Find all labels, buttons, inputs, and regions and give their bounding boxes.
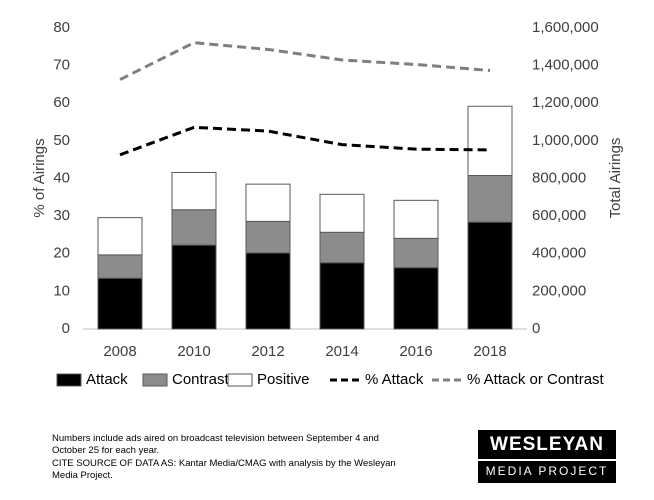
y-tick-label: 80 [53, 19, 70, 36]
legend-label: Positive [257, 371, 310, 388]
logo: WESLEYAN MEDIA PROJECT [478, 430, 616, 483]
bar-segment [467, 221, 513, 330]
y-tick-label: 70 [53, 57, 70, 74]
bar-segment [393, 199, 439, 239]
legend-label: Attack [86, 371, 128, 388]
y-tick-label: 0 [62, 320, 70, 337]
bar-segment [319, 262, 365, 330]
y-tick-label: 50 [53, 132, 70, 149]
bar-segment [97, 277, 143, 330]
y2-tick-label: 0 [532, 320, 540, 337]
bar-segment [319, 231, 365, 264]
x-tick-label: 2008 [103, 343, 136, 360]
bar-segment [245, 220, 291, 254]
y2-tick-label: 1,000,000 [532, 132, 599, 149]
y2-tick-label: 600,000 [532, 207, 586, 224]
legend-swatch [56, 373, 82, 387]
bar-segment [319, 193, 365, 233]
line-series [119, 41, 491, 81]
x-tick-label: 2010 [177, 343, 210, 360]
legend-label: % Attack or Contrast [467, 371, 605, 388]
legend-label: Contrast [172, 371, 230, 388]
bar-segment [97, 217, 143, 256]
logo-bottom: MEDIA PROJECT [486, 464, 609, 478]
legend-swatch [142, 373, 168, 387]
y2-axis-title: Total Airings [607, 138, 624, 219]
logo-bottom-box [478, 461, 616, 483]
bar-segment [97, 254, 143, 279]
footnote: Numbers include ads aired on broadcast t… [52, 433, 396, 481]
footnote-line: October 25 for each year. [52, 445, 159, 456]
logo-top: WESLEYAN [490, 434, 604, 455]
bar-segment [467, 105, 513, 176]
footnote-line: CITE SOURCE OF DATA AS: Kantar Media/CMA… [52, 458, 396, 469]
bar-segment [171, 209, 217, 246]
logo-top-box [478, 430, 616, 459]
y-tick-label: 20 [53, 245, 70, 262]
y-axis-title: % of Airings [31, 138, 48, 217]
x-tick-label: 2014 [325, 343, 358, 360]
x-tick-label: 2018 [473, 343, 506, 360]
legend-label: % Attack [365, 371, 424, 388]
y-tick-label: 60 [53, 94, 70, 111]
y2-tick-label: 1,400,000 [532, 57, 599, 74]
y2-tick-label: 800,000 [532, 169, 586, 186]
line-series [119, 125, 491, 157]
footnote-line: Media Project. [52, 470, 113, 481]
bar-segment [393, 237, 439, 269]
legend-swatch [227, 373, 253, 387]
x-tick-label: 2012 [251, 343, 284, 360]
y2-tick-label: 400,000 [532, 245, 586, 262]
x-tick-label: 2016 [399, 343, 432, 360]
y-tick-label: 10 [53, 282, 70, 299]
footnote-line: Numbers include ads aired on broadcast t… [52, 433, 379, 444]
bar-segment [171, 244, 217, 330]
y-tick-label: 30 [53, 207, 70, 224]
bar-segment [467, 174, 513, 223]
bar-segment [171, 171, 217, 211]
y2-tick-label: 200,000 [532, 282, 586, 299]
bar-segment [245, 252, 291, 330]
bar-segment [393, 267, 439, 330]
y2-tick-label: 1,200,000 [532, 94, 599, 111]
y2-tick-label: 1,600,000 [532, 19, 599, 36]
bar-segment [245, 183, 291, 222]
y-tick-label: 40 [53, 169, 70, 186]
